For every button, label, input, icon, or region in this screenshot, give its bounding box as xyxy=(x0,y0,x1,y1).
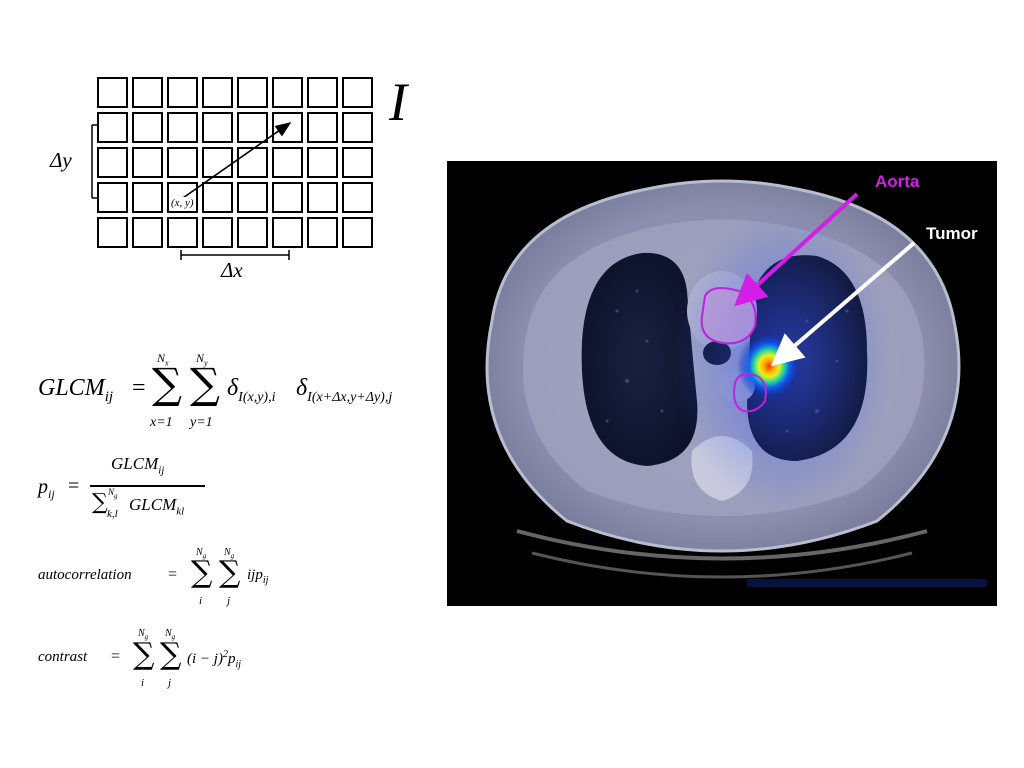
pij-lhs: pij xyxy=(38,476,55,501)
grid-cell xyxy=(342,112,373,143)
dy-label: Δy xyxy=(50,148,72,172)
delta-term-1: δI(x,y),i xyxy=(227,375,276,405)
delta-term-2: δI(x+Δx,y+Δy),j xyxy=(296,375,393,405)
grid-cell xyxy=(97,217,128,248)
grid-cell xyxy=(307,112,338,143)
sum2-bottom: y=1 xyxy=(190,415,213,430)
grid-cell xyxy=(202,147,233,178)
grid-cell xyxy=(237,112,268,143)
grid-cells xyxy=(97,77,373,248)
autocorrelation-lhs: autocorrelation xyxy=(38,567,132,583)
sum2-top: Ny xyxy=(196,351,208,368)
grid-cell xyxy=(272,217,303,248)
contrast-equation: contrast = Ng ∑ i Ng ∑ j (i − j)2pij xyxy=(38,628,242,689)
pij-equation: pij = GLCMij ∑ Ng k,l GLCMkl xyxy=(38,450,238,530)
fraction-bar xyxy=(90,485,205,487)
dy-bracket xyxy=(91,124,98,199)
grid-cell xyxy=(237,147,268,178)
grid-cell xyxy=(272,182,303,213)
aorta-arrow xyxy=(734,192,859,307)
grid-cell xyxy=(237,217,268,248)
pet-ct-rendering xyxy=(485,179,987,587)
den-sum-sub: k,l xyxy=(107,508,118,520)
sum2-symbol: ∑ xyxy=(190,359,220,408)
grid-cell xyxy=(202,217,233,248)
den-sum-top: Ng xyxy=(108,487,118,500)
autocorrelation-equation: autocorrelation = Ng ∑ i Ng ∑ j ijpij xyxy=(38,547,269,607)
pixel-coordinate-label: (x, y) xyxy=(170,197,195,209)
image-label: I xyxy=(389,72,407,132)
grid-cell xyxy=(167,217,198,248)
grid-cell xyxy=(97,77,128,108)
sum1-symbol: ∑ xyxy=(152,359,182,408)
sum1-top: Nx xyxy=(157,351,169,368)
pet-ct-scan-image: Aorta Tumor xyxy=(447,161,997,606)
glcm-equation: GLCMij = Nx ∑ x=1 Ny ∑ y=1 δI(x,y),i δI(… xyxy=(38,345,438,440)
grid-cell xyxy=(342,217,373,248)
grid-cell xyxy=(202,112,233,143)
glcm-lhs: GLCMij xyxy=(38,375,114,405)
grid-cell xyxy=(132,182,163,213)
dx-label: Δx xyxy=(221,258,243,282)
grid-cell xyxy=(272,147,303,178)
contrast-lhs: contrast xyxy=(38,649,88,665)
grid-cell xyxy=(132,147,163,178)
grid-cell xyxy=(307,147,338,178)
displacement-arrow xyxy=(179,122,292,201)
dx-bracket xyxy=(180,250,290,260)
den-sum-symbol: ∑ xyxy=(92,490,108,515)
glcm-equals: = xyxy=(132,375,146,401)
contrast-term: (i − j)2pij xyxy=(187,649,242,670)
grid-cell xyxy=(272,112,303,143)
tumor-arrow xyxy=(770,241,916,367)
pij-numerator: GLCMij xyxy=(111,454,165,477)
grid-cell xyxy=(237,182,268,213)
grid-cell xyxy=(342,182,373,213)
grid-cell xyxy=(342,147,373,178)
grid-cell xyxy=(307,217,338,248)
grid-cell xyxy=(167,77,198,108)
autocorrelation-term: ijpij xyxy=(247,567,269,586)
tumor-label: Tumor xyxy=(926,224,978,243)
grid-cell xyxy=(132,217,163,248)
grid-cell xyxy=(272,77,303,108)
grid-cell xyxy=(132,112,163,143)
grid-cell xyxy=(202,77,233,108)
grid-cell xyxy=(167,112,198,143)
grid-cell xyxy=(342,77,373,108)
grid-cell xyxy=(132,77,163,108)
grid-cell xyxy=(237,77,268,108)
grid-cell xyxy=(307,182,338,213)
grid-cell xyxy=(307,77,338,108)
sum1-bottom: x=1 xyxy=(150,415,173,430)
pixel-grid-diagram xyxy=(91,77,373,260)
grid-cell xyxy=(202,182,233,213)
grid-cell xyxy=(97,182,128,213)
aorta-label: Aorta xyxy=(875,172,920,191)
grid-cell xyxy=(167,147,198,178)
grid-cell xyxy=(97,112,128,143)
grid-cell xyxy=(97,147,128,178)
pij-denominator: GLCMkl xyxy=(129,495,185,518)
